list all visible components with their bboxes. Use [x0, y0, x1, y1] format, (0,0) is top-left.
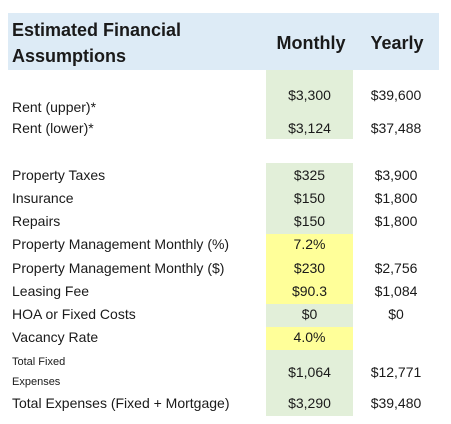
yearly-value: $1,084: [374, 283, 418, 299]
yearly-value: $3,900: [374, 167, 418, 183]
row-label-line-2: Expenses: [12, 376, 61, 388]
row-label: Property Management Monthly (%): [12, 236, 230, 252]
row-label: Total Fixed Expenses: [12, 352, 65, 392]
table-row-vacancy-rate: Vacancy Rate 4.0%: [8, 326, 439, 349]
monthly-value: $3,300: [288, 87, 331, 103]
yearly-value: $12,771: [370, 364, 422, 380]
row-label: Insurance: [12, 190, 74, 206]
monthly-column-header: Monthly: [276, 33, 346, 53]
yearly-column-header: Yearly: [370, 33, 424, 53]
table-row-hoa: HOA or Fixed Costs $0 $0: [8, 303, 439, 326]
yearly-value: $2,756: [374, 260, 418, 276]
monthly-value: $0: [301, 306, 318, 322]
row-label: Vacancy Rate: [12, 329, 99, 345]
table-row-leasing-fee: Leasing Fee $90.3 $1,084: [8, 280, 439, 303]
table-title: Estimated Financial Assumptions: [12, 17, 262, 69]
table-row-rent-upper: Rent (upper)* $3,300 $39,600: [8, 87, 439, 116]
monthly-value: $1,064: [288, 364, 331, 380]
monthly-value: 4.0%: [293, 329, 326, 345]
monthly-value: 7.2%: [293, 236, 326, 252]
monthly-value: $150: [293, 213, 326, 229]
row-label: Total Expenses (Fixed + Mortgage): [12, 395, 230, 411]
yearly-value: $1,800: [374, 190, 418, 206]
monthly-pm-pct-cell: [266, 234, 353, 257]
row-label: Property Management Monthly ($): [12, 260, 225, 276]
table-row-insurance: Insurance $150 $1,800: [8, 187, 439, 210]
title-line-2: Assumptions: [12, 46, 127, 66]
yearly-value: $39,600: [370, 87, 422, 103]
title-line-1: Estimated Financial: [12, 20, 182, 40]
table-row-repairs: Repairs $150 $1,800: [8, 210, 439, 233]
yearly-value: $1,800: [374, 213, 418, 229]
monthly-value: $3,124: [288, 120, 331, 136]
table-row-property-taxes: Property Taxes $325 $3,900: [8, 164, 439, 187]
monthly-expense-band: [266, 163, 353, 234]
monthly-value: $150: [293, 190, 326, 206]
monthly-value: $230: [293, 260, 326, 276]
monthly-pm-leasing-cell: [266, 257, 353, 304]
table-row-rent-lower: Rent (lower)* $3,124 $37,488: [8, 117, 439, 140]
monthly-vacancy-cell: [266, 327, 353, 350]
table-header: Estimated Financial Assumptions Monthly …: [8, 13, 439, 70]
table-row-pm-percent: Property Management Monthly (%) 7.2%: [8, 233, 439, 256]
row-label: Rent (upper)*: [12, 99, 97, 115]
row-label: Repairs: [12, 213, 61, 229]
table-row-total-expenses: Total Expenses (Fixed + Mortgage) $3,290…: [8, 392, 439, 415]
table-row-pm-dollar: Property Management Monthly ($) $230 $2,…: [8, 257, 439, 280]
monthly-value: $3,290: [288, 395, 331, 411]
monthly-value: $325: [293, 167, 326, 183]
monthly-value: $90.3: [291, 283, 328, 299]
row-label: Property Taxes: [12, 167, 106, 183]
row-label: Leasing Fee: [12, 283, 90, 299]
yearly-value: $37,488: [370, 120, 422, 136]
table-row-total-fixed: Total Fixed Expenses $1,064 $12,771: [8, 350, 439, 392]
monthly-hoa-cell: [266, 304, 353, 327]
monthly-rent-band: [266, 70, 353, 139]
yearly-value: $39,480: [370, 395, 422, 411]
row-label: Rent (lower)*: [12, 120, 94, 136]
row-label-line-1: Total Fixed: [12, 356, 66, 368]
yearly-value: $0: [388, 306, 404, 322]
monthly-totals-band: [266, 350, 353, 416]
row-label: HOA or Fixed Costs: [12, 306, 136, 322]
